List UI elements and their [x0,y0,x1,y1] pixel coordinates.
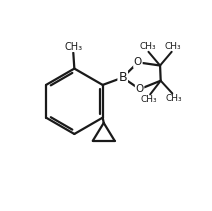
Text: CH₃: CH₃ [139,42,156,51]
Text: CH₃: CH₃ [64,42,82,52]
Text: CH₃: CH₃ [165,95,182,103]
Text: O: O [135,84,144,94]
Text: O: O [134,57,142,67]
Text: B: B [119,71,127,84]
Text: CH₃: CH₃ [165,42,181,51]
Text: CH₃: CH₃ [141,95,157,104]
